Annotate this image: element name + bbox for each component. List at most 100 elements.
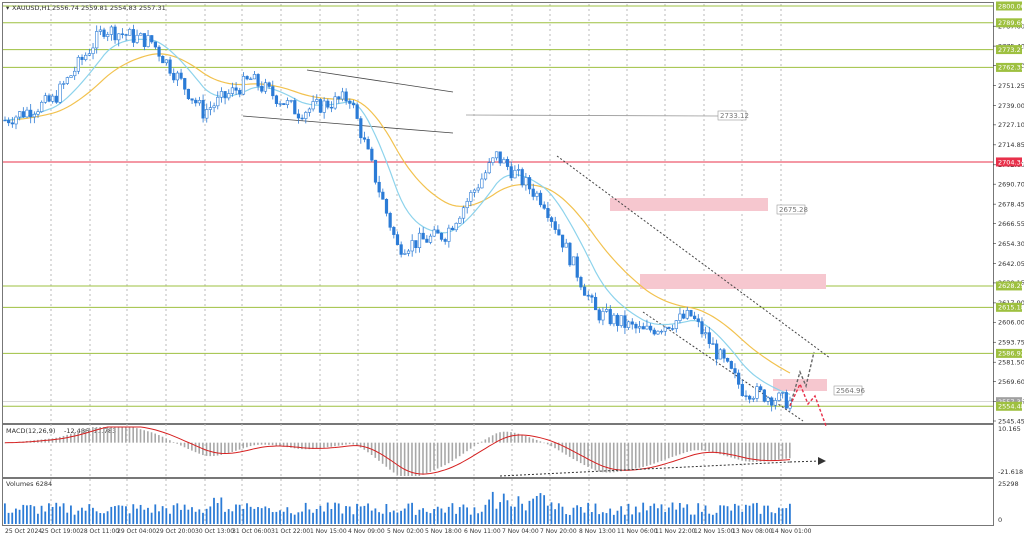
macd-hist-bar (524, 436, 527, 443)
candle-body (91, 47, 95, 54)
price-tick-label: 2727.10 (998, 121, 1024, 129)
candle-body (29, 109, 33, 118)
macd-hist-bar (70, 433, 72, 443)
candle-body (700, 321, 704, 335)
volume-bar (84, 510, 87, 524)
candle-body (781, 392, 785, 394)
macd-hist-bar (458, 442, 461, 457)
candle-body (469, 192, 473, 202)
volume-bar (436, 506, 439, 524)
macd-hist-bar (341, 442, 344, 446)
candle-body (230, 87, 235, 94)
macd-hist-bar (403, 442, 406, 476)
zone-upper[interactable] (610, 198, 768, 211)
macd-hist-bar (704, 442, 707, 451)
candle-body (296, 113, 301, 119)
macd-hist-bar (352, 442, 355, 445)
macd-hist-bar (429, 442, 432, 472)
candle-body (102, 29, 106, 37)
volume-bar (550, 502, 553, 524)
candle-body (715, 343, 719, 360)
volume-bar (356, 503, 358, 524)
candle-body (282, 103, 286, 106)
macd-hist-bar (664, 442, 666, 460)
flag-channel-bottom[interactable] (242, 115, 454, 134)
macd-hist-bar (407, 442, 410, 476)
volume-bar (495, 508, 498, 524)
macd-hist-bar (359, 442, 362, 448)
macd-hist-bar (216, 442, 219, 456)
macd-hist-bar (158, 435, 160, 443)
volume-bar (645, 510, 648, 524)
candle-body (608, 309, 612, 325)
candle-body (593, 296, 598, 311)
candle-body (304, 112, 308, 119)
macd-hist-bar (286, 442, 289, 448)
callout-2564: 2564.96 (836, 387, 865, 395)
volume-bar (620, 506, 623, 524)
volume-bar (642, 502, 645, 524)
candle-body (737, 372, 741, 385)
candle-body (564, 242, 568, 248)
candle-body (76, 56, 80, 72)
candle-body (476, 187, 480, 191)
macd-hist-bar (213, 442, 215, 457)
volume-bar (103, 513, 105, 524)
volume-bar (447, 506, 450, 524)
candle-body (300, 117, 304, 120)
candle-body (549, 217, 554, 222)
macd-hist-bar (733, 442, 736, 459)
candle-body (238, 90, 242, 95)
candle-body (373, 159, 378, 183)
candle-body (531, 188, 535, 197)
candle-body (432, 229, 436, 237)
volume-bar (781, 508, 784, 524)
down-channel-top[interactable] (556, 155, 831, 359)
volume-bar (183, 504, 186, 524)
time-axis-label: 7 Nov 04:00 (502, 528, 539, 535)
volume-bar (785, 508, 788, 524)
volume-bar (759, 513, 762, 524)
macd-hist-bar (675, 442, 677, 456)
macd-hist-bar (715, 442, 718, 454)
volume-bar (268, 508, 270, 524)
volume-bar (253, 508, 256, 524)
volume-bar (95, 511, 98, 524)
candle-body (212, 105, 216, 108)
macd-hist-bar (642, 442, 644, 467)
volume-bar (169, 513, 171, 524)
candle-body (73, 70, 77, 77)
candle-body (245, 76, 249, 80)
candle-body (505, 159, 510, 167)
candle-body (755, 386, 759, 399)
volume-bar (403, 508, 406, 524)
macd-hist-bar (722, 442, 725, 456)
macd-hist-bar (700, 442, 703, 451)
volume-bar (572, 507, 575, 524)
macd-hist-bar (337, 442, 340, 446)
macd-divergence-line (499, 461, 791, 477)
volume-bar (286, 507, 289, 524)
zone-middle[interactable] (640, 274, 826, 289)
macd-hist-bar (499, 432, 501, 443)
macd-hist-bar (165, 438, 168, 443)
macd-hist-bar (543, 442, 545, 444)
candle-body (630, 321, 634, 325)
macd-pane: MACD(12,26,9) -12.486 -11.783 10.165 -21… (4, 425, 1023, 477)
candle-body (201, 100, 205, 119)
macd-hist-bar (609, 442, 611, 473)
volume-bar (374, 508, 377, 524)
volume-bar (517, 496, 520, 524)
macd-hist-bar (781, 442, 784, 460)
macd-hist-bar (334, 442, 336, 447)
volume-bar (378, 512, 380, 524)
macd-hist-bar (576, 442, 578, 462)
macd-arrow-head-icon (818, 457, 826, 465)
flag-channel-top[interactable] (306, 69, 454, 93)
time-axis-label: 8 Nov 13:00 (579, 528, 616, 535)
chart-header: ▾ XAUUSD,H1 2556.74 2559.81 2554.83 2557… (6, 4, 166, 12)
macd-hist-bar (649, 442, 652, 465)
